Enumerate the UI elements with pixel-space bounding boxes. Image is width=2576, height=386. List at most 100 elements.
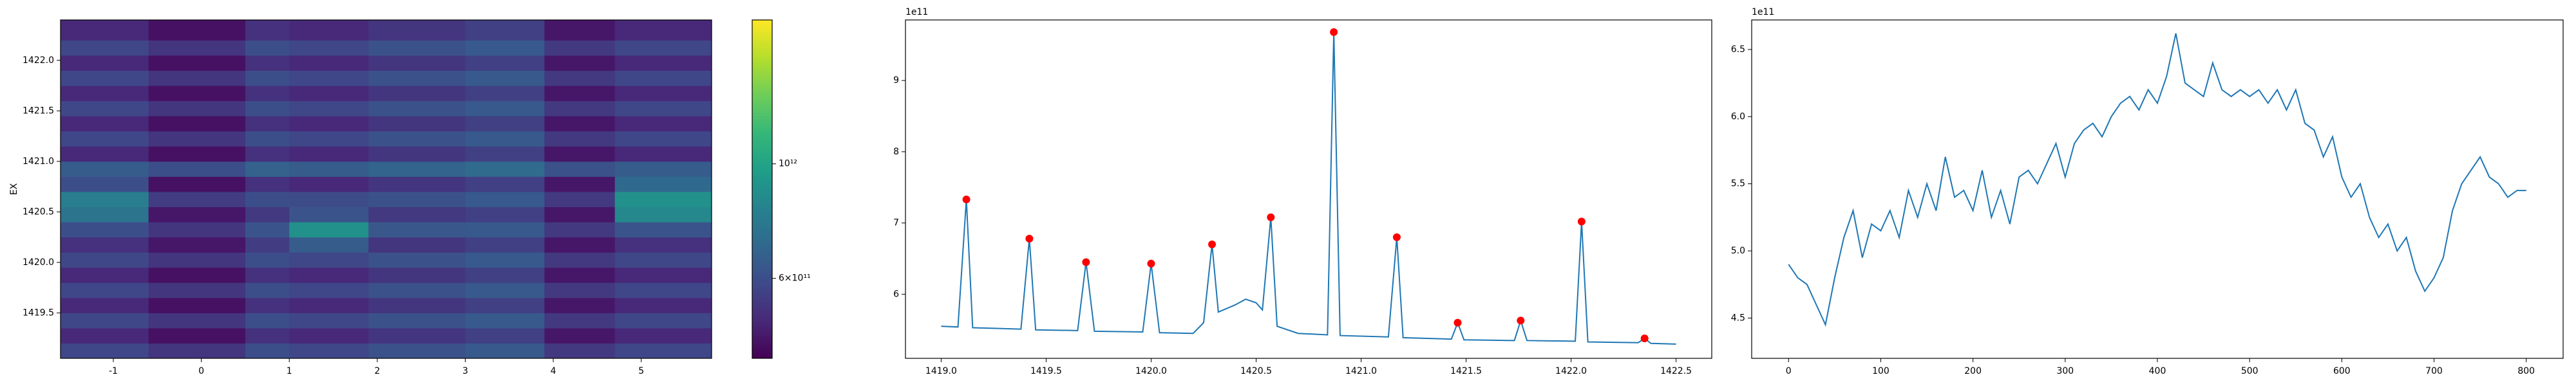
heat-cell: [614, 86, 712, 102]
heat-cell: [465, 297, 545, 313]
peak-marker: [1025, 234, 1034, 243]
heat-cell: [245, 100, 290, 116]
heat-cell: [61, 327, 149, 344]
colorbar-swatch: [752, 166, 772, 170]
y-axis-label: EX: [9, 183, 19, 195]
colorbar-swatch: [752, 327, 772, 331]
heat-cell: [544, 116, 616, 132]
colorbar-swatch: [752, 206, 772, 210]
colorbar-swatch: [752, 96, 772, 100]
heat-cell: [148, 176, 246, 192]
colorbar-swatch: [752, 82, 772, 86]
colorbar-swatch: [752, 214, 772, 218]
colorbar-swatch: [752, 288, 772, 291]
x-tick-label: 1420.5: [1240, 366, 1272, 376]
colorbar-swatch: [752, 127, 772, 131]
heat-cell: [289, 55, 369, 71]
colorbar-swatch: [752, 299, 772, 302]
heat-cell: [368, 70, 466, 86]
heat-cell: [368, 55, 466, 71]
colorbar-swatch: [752, 180, 772, 184]
colorbar-swatch: [752, 341, 772, 345]
peak-marker: [1330, 28, 1338, 36]
colorbar-swatch: [752, 53, 772, 57]
heat-cell: [148, 55, 246, 71]
y-tick-label: 1419.5: [23, 308, 54, 318]
colorbar-swatch: [752, 138, 772, 142]
colorbar-swatch: [752, 73, 772, 77]
x-tick-label: 300: [2056, 366, 2074, 376]
x-tick-label: 0: [198, 366, 204, 376]
peak-marker: [1392, 233, 1401, 241]
heat-cell: [614, 207, 712, 223]
heat-cell: [368, 313, 466, 329]
heat-cell: [368, 40, 466, 56]
colorbar-tick-label: 6×10¹¹: [779, 273, 811, 284]
heat-cell: [368, 207, 466, 223]
heat-cell: [61, 20, 149, 41]
heat-cell: [614, 327, 712, 344]
peak-marker: [1267, 213, 1275, 221]
x-tick-label: 2: [374, 366, 380, 376]
colorbar-swatch: [752, 175, 772, 178]
colorbar-swatch: [752, 344, 772, 347]
colorbar-swatch: [752, 169, 772, 173]
colorbar-tick-label: 10¹²: [779, 159, 797, 169]
heat-cell: [368, 237, 466, 253]
heat-cell: [148, 207, 246, 223]
colorbar-swatch: [752, 198, 772, 201]
heat-cell: [368, 100, 466, 116]
heat-cell: [245, 282, 290, 299]
heat-cell: [544, 161, 616, 177]
colorbar-swatch: [752, 203, 772, 207]
colorbar-swatch: [752, 110, 772, 114]
colorbar-swatch: [752, 243, 772, 246]
heat-cell: [289, 70, 369, 86]
colorbar-swatch: [752, 273, 772, 277]
colorbar-swatch: [752, 133, 772, 136]
heat-cell: [544, 176, 616, 192]
colorbar-swatch: [752, 304, 772, 308]
heat-cell: [289, 207, 369, 223]
heat-cell: [614, 100, 712, 116]
heat-cell: [61, 161, 149, 177]
heat-cell: [148, 343, 246, 359]
heat-cell: [614, 267, 712, 283]
colorbar-swatch: [752, 102, 772, 105]
heat-cell: [289, 313, 369, 329]
colorbar-swatch: [752, 200, 772, 204]
heat-cell: [61, 131, 149, 147]
heat-cell: [245, 86, 290, 102]
heat-cell: [289, 176, 369, 192]
heat-cell: [245, 40, 290, 56]
heat-cell: [245, 222, 290, 238]
colorbar-swatch: [752, 353, 772, 356]
heat-cell: [289, 161, 369, 177]
colorbar-swatch: [752, 65, 772, 69]
colorbar-swatch: [752, 225, 772, 229]
heat-cell: [465, 313, 545, 329]
heat-cell: [544, 191, 616, 207]
heat-cell: [148, 161, 246, 177]
y-tick-label: 1422.0: [23, 55, 54, 66]
heat-cell: [614, 70, 712, 86]
colorbar-swatch: [752, 39, 772, 43]
heat-cell: [148, 20, 246, 41]
x-tick-label: 200: [1964, 366, 1982, 376]
heat-cell: [289, 100, 369, 116]
heat-cell: [61, 116, 149, 132]
y-tick-label: 5.5: [1731, 179, 1745, 189]
colorbar-swatch: [752, 25, 772, 29]
peak-marker: [1517, 317, 1525, 325]
heat-cell: [465, 116, 545, 132]
heat-cell: [245, 70, 290, 86]
colorbar-swatch: [752, 208, 772, 212]
heat-cell: [61, 343, 149, 359]
peak-marker: [962, 196, 971, 204]
colorbar-swatch: [752, 70, 772, 74]
heat-cell: [289, 131, 369, 147]
colorbar-swatch: [752, 282, 772, 286]
heat-cell: [245, 252, 290, 268]
colorbar-swatch: [752, 248, 772, 252]
